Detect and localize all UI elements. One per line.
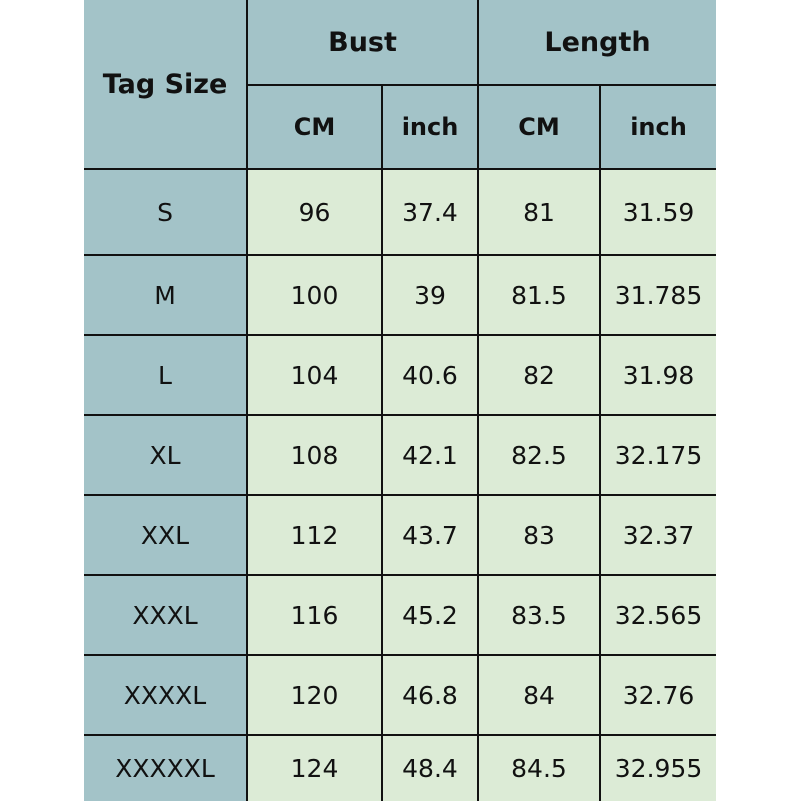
- length-inch-cell: 32.565: [598, 574, 717, 656]
- header-bust-cm: CM: [247, 84, 383, 170]
- length-inch-cell: 31.98: [598, 334, 717, 416]
- bust-cm-cell: 108: [246, 414, 383, 496]
- length-inch-cell: 31.59: [598, 168, 717, 256]
- bust-inch-cell: 37.4: [381, 168, 479, 256]
- bust-inch-cell: 39: [381, 254, 479, 336]
- header-length: Length: [476, 0, 717, 86]
- size-chart-table: Tag Size Bust Length CM inch CM inch S 96…: [84, 0, 717, 801]
- length-cm-cell: 83: [477, 494, 601, 576]
- table-row: XL 108 42.1 82.5 32.175: [84, 414, 717, 496]
- bust-inch-cell: 48.4: [381, 734, 479, 801]
- bust-inch-cell: 42.1: [381, 414, 479, 496]
- bust-cm-cell: 100: [246, 254, 383, 336]
- tag-size-cell: XXL: [84, 494, 248, 576]
- length-inch-cell: 32.955: [598, 734, 717, 801]
- tag-size-cell: XL: [84, 414, 248, 496]
- header-length-inch: inch: [598, 84, 717, 170]
- length-inch-cell: 32.76: [598, 654, 717, 736]
- length-cm-cell: 82: [477, 334, 601, 416]
- header-length-cm: CM: [477, 84, 601, 170]
- bust-inch-cell: 43.7: [381, 494, 479, 576]
- bust-inch-cell: 46.8: [381, 654, 479, 736]
- table-row: XXXXXL 124 48.4 84.5 32.955: [84, 734, 717, 801]
- length-inch-cell: 32.37: [598, 494, 717, 576]
- bust-inch-cell: 40.6: [381, 334, 479, 416]
- header-bust: Bust: [246, 0, 479, 86]
- bust-cm-cell: 124: [246, 734, 383, 801]
- table-row: XXXXL 120 46.8 84 32.76: [84, 654, 717, 736]
- bust-cm-cell: 112: [246, 494, 383, 576]
- tag-size-cell: L: [84, 334, 248, 416]
- bust-cm-cell: 104: [246, 334, 383, 416]
- length-cm-cell: 83.5: [477, 574, 601, 656]
- header-bust-inch: inch: [381, 84, 479, 170]
- tag-size-cell: XXXXXL: [84, 734, 248, 801]
- tag-size-cell: XXXXL: [84, 654, 248, 736]
- length-cm-cell: 84.5: [477, 734, 601, 801]
- length-cm-cell: 82.5: [477, 414, 601, 496]
- table-row: S 96 37.4 81 31.59: [84, 168, 717, 256]
- length-cm-cell: 81.5: [477, 254, 601, 336]
- bust-cm-cell: 96: [246, 168, 383, 256]
- bust-cm-cell: 120: [246, 654, 383, 736]
- length-inch-cell: 32.175: [598, 414, 717, 496]
- table-row: L 104 40.6 82 31.98: [84, 334, 717, 416]
- table-row: XXL 112 43.7 83 32.37: [84, 494, 717, 576]
- tag-size-cell: S: [84, 168, 248, 256]
- table-row: M 100 39 81.5 31.785: [84, 254, 717, 336]
- bust-inch-cell: 45.2: [381, 574, 479, 656]
- length-inch-cell: 31.785: [598, 254, 717, 336]
- header-tag-size: Tag Size: [84, 0, 248, 170]
- length-cm-cell: 81: [477, 168, 601, 256]
- length-cm-cell: 84: [477, 654, 601, 736]
- bust-cm-cell: 116: [246, 574, 383, 656]
- table-row: XXXL 116 45.2 83.5 32.565: [84, 574, 717, 656]
- tag-size-cell: XXXL: [84, 574, 248, 656]
- tag-size-cell: M: [84, 254, 248, 336]
